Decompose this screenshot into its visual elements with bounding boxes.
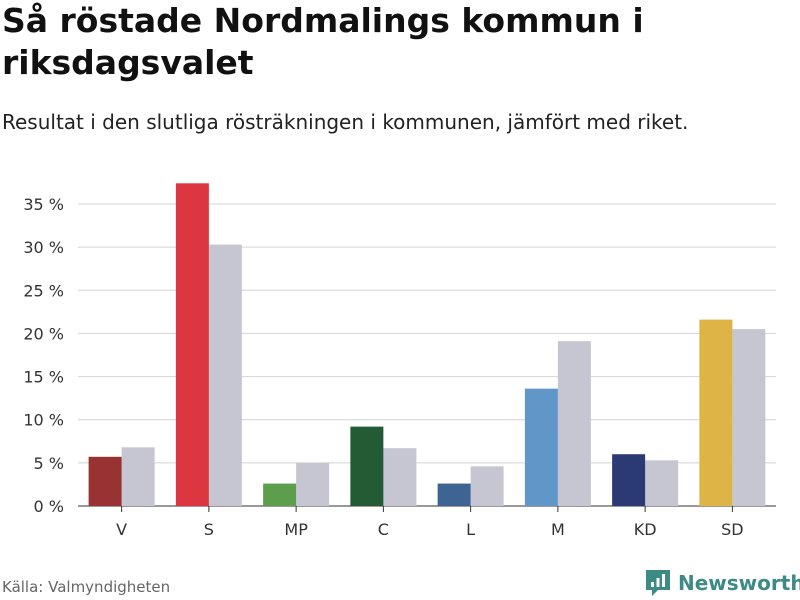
bar-kommun-mp [263, 483, 297, 506]
x-tick-label: MP [284, 520, 308, 539]
newsworthy-logo-icon [646, 570, 670, 596]
source-note: Källa: Valmyndigheten [2, 578, 171, 596]
x-tick-label: V [116, 520, 127, 539]
bar-riket-mp [296, 462, 330, 506]
y-tick-label: 20 % [23, 324, 64, 343]
bar-kommun-s [175, 183, 209, 506]
brand-logo: Newsworthy [644, 568, 800, 598]
y-tick-label: 30 % [23, 238, 64, 257]
y-tick-label: 15 % [23, 368, 64, 387]
bar-kommun-v [88, 456, 122, 506]
bar-riket-l [470, 466, 504, 506]
bar-riket-s [208, 244, 242, 506]
x-tick-label: L [466, 520, 475, 539]
bar-kommun-m [524, 388, 558, 506]
y-tick-label: 5 % [34, 454, 64, 473]
bar-riket-v [121, 447, 155, 506]
bars [88, 183, 766, 506]
x-tick-label: M [551, 520, 565, 539]
y-tick-label: 0 % [34, 497, 64, 516]
bar-kommun-sd [699, 319, 733, 506]
bar-kommun-c [350, 426, 384, 506]
y-tick-label: 25 % [23, 281, 64, 300]
x-tick-label: SD [721, 520, 743, 539]
bar-riket-m [557, 341, 591, 506]
x-tick-label: KD [634, 520, 657, 539]
y-tick-label: 10 % [23, 411, 64, 430]
x-tick-label: C [378, 520, 389, 539]
bar-chart: 0 % 5 % 10 % 15 % 20 % 25 % 30 % 35 % V S MP C L M KD… [23, 183, 776, 539]
x-tick-label: S [204, 520, 214, 539]
bar-kommun-l [437, 483, 471, 506]
chart-subtitle: Resultat i den slutliga rösträkningen i … [2, 110, 689, 134]
bar-riket-kd [645, 460, 679, 506]
x-axis: V S MP C L M KD SD [116, 506, 744, 539]
bar-riket-sd [732, 329, 766, 506]
y-axis: 0 % 5 % 10 % 15 % 20 % 25 % 30 % 35 % [23, 195, 64, 516]
bar-riket-c [383, 448, 417, 506]
brand-name: Newsworthy [678, 571, 800, 595]
chart-title: Så röstade Nordmalings kommun i riksdags… [2, 1, 644, 82]
bar-kommun-kd [612, 454, 646, 506]
y-tick-label: 35 % [23, 195, 64, 214]
